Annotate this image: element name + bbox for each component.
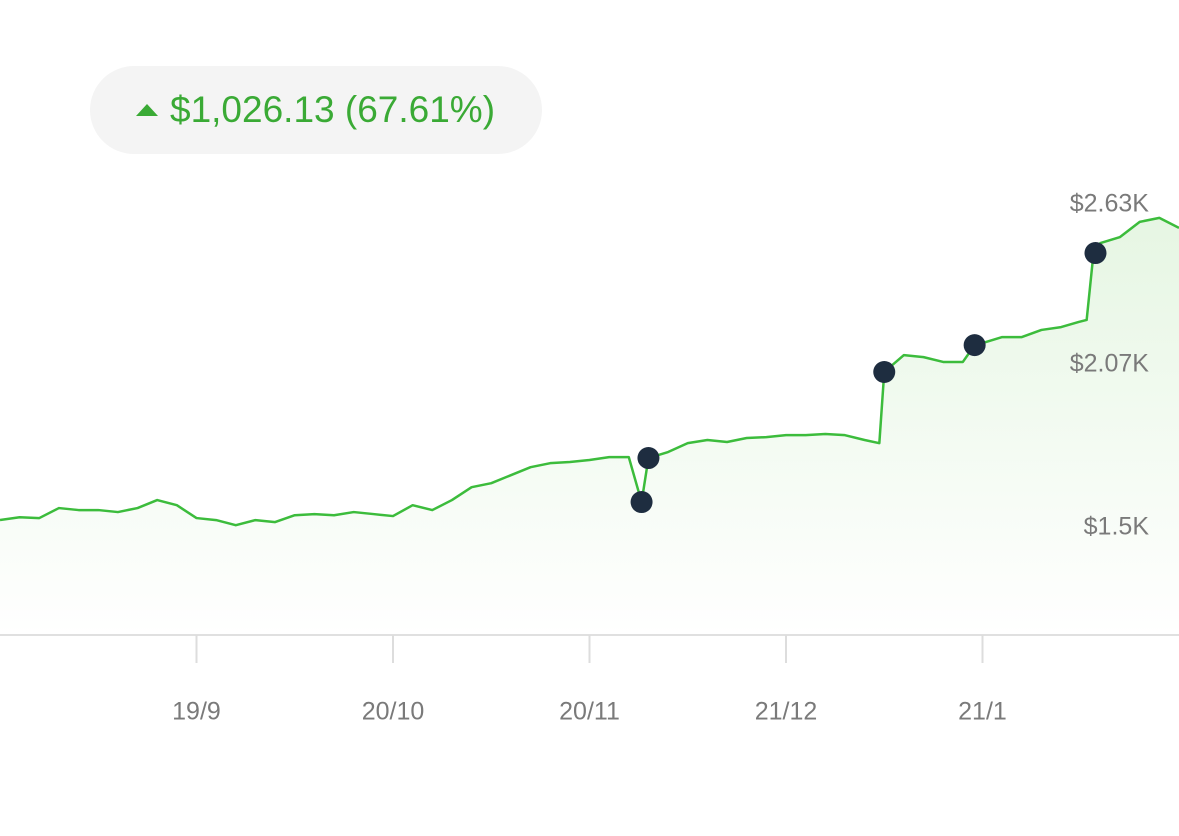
x-tick-label: 19/9 [172, 698, 221, 726]
x-tick-label: 20/10 [362, 698, 425, 726]
event-dot [963, 334, 986, 357]
x-tick-label: 21/1 [958, 698, 1007, 726]
change-annotation: $1,026.13 (67.61%) [170, 89, 495, 130]
event-dot [873, 360, 896, 383]
y-tick-label: $1.5K [1084, 513, 1150, 541]
area [0, 217, 1179, 635]
y-tick-label: $2.63K [1070, 190, 1150, 218]
x-tick-label: 20/11 [559, 698, 620, 726]
line [0, 216, 1179, 527]
up-arrow [136, 104, 158, 116]
event-dot [637, 447, 660, 470]
y-tick-label: $2.07K [1070, 350, 1150, 378]
event-dot [1084, 242, 1107, 265]
event-dot [630, 491, 653, 514]
badge [90, 66, 542, 154]
x-tick-label: 21/12 [755, 698, 818, 726]
